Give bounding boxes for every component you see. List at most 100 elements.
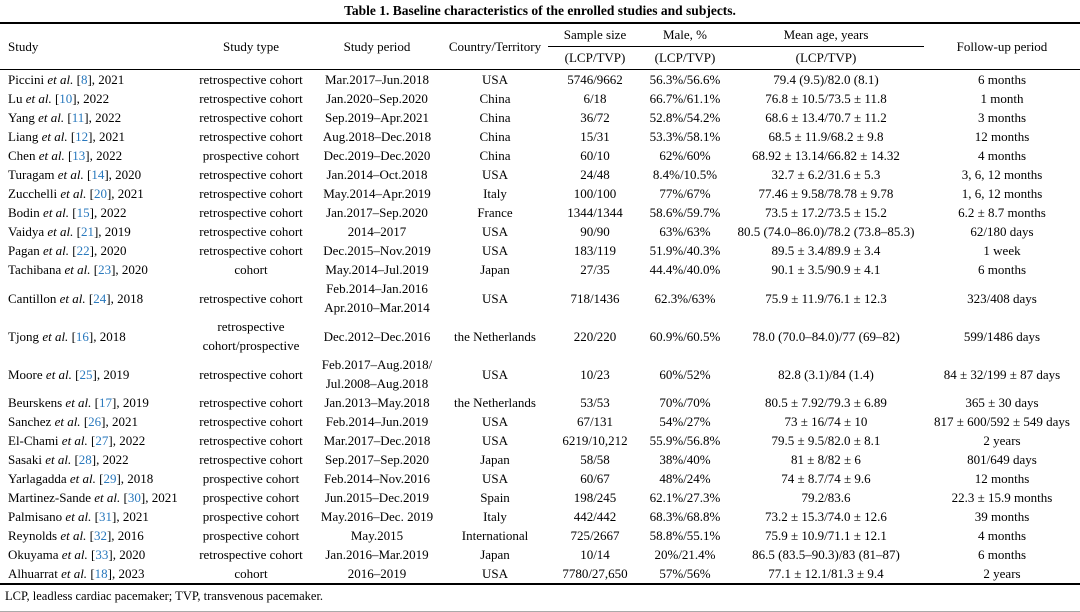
table-row: Zucchelli et al. [20], 2021 retrospective… — [0, 184, 1080, 203]
sample-size-cell: 725/2667 — [570, 528, 620, 543]
citation-ref[interactable]: 21 — [80, 224, 94, 239]
sample-size-cell: 5746/9662 — [567, 72, 623, 87]
mean-age-cell: 32.7 ± 6.2/31.6 ± 5.3 — [771, 167, 881, 182]
study-cell: Bodin et al. [15], 2022 — [8, 205, 127, 220]
study-cell: El-Chami et al. [27], 2022 — [8, 433, 146, 448]
citation-ref[interactable]: 14 — [91, 167, 105, 182]
study-period-cell: May.2014–Jul.2019 — [325, 262, 429, 277]
citation-ref[interactable]: 18 — [94, 566, 108, 581]
table-row: Okuyama et al. [33], 2020 retrospective c… — [0, 545, 1080, 564]
country-cell: China — [479, 148, 511, 163]
sample-size-cell: 1344/1344 — [567, 205, 623, 220]
citation-ref[interactable]: 30 — [127, 490, 141, 505]
table-title: Table 1. Baseline characteristics of the… — [344, 3, 736, 18]
study-cell: Chen et al. [13], 2022 — [8, 148, 123, 163]
country-cell: Italy — [483, 509, 507, 524]
table-header: Study Study type Study period Country/Te… — [0, 23, 1080, 70]
study-type-cell: retrospective cohort — [199, 414, 303, 429]
baseline-characteristics-table: Study Study type Study period Country/Te… — [0, 22, 1080, 585]
study-period-cell: May.2014–Apr.2019 — [323, 186, 431, 201]
col-header-study-period: Study period — [343, 38, 411, 54]
follow-up-cell: 1 week — [983, 243, 1021, 258]
study-cell: Beurskens et al. [17], 2019 — [8, 395, 149, 410]
study-period-cell: Jun.2015–Dec.2019 — [325, 490, 429, 505]
citation-ref[interactable]: 17 — [99, 395, 113, 410]
sample-size-cell: 220/220 — [573, 328, 617, 344]
citation-ref[interactable]: 31 — [99, 509, 113, 524]
citation-ref[interactable]: 24 — [93, 290, 107, 306]
study-cell: Yang et al. [11], 2022 — [8, 110, 122, 125]
sample-size-cell: 10/23 — [580, 366, 610, 382]
sample-size-cell: 6/18 — [583, 91, 607, 106]
study-period-cell: May.2015 — [350, 528, 404, 543]
citation-ref[interactable]: 23 — [98, 262, 112, 277]
table-footnote: LCP, leadless cardiac pacemaker; TVP, tr… — [5, 589, 324, 603]
citation-ref[interactable]: 28 — [78, 452, 92, 467]
citation-ref[interactable]: 20 — [93, 186, 107, 201]
study-period-cell: Sep.2017–Sep.2020 — [325, 452, 429, 467]
table-row: Tjong et al. [16], 2018 retrospective coho… — [0, 317, 1080, 355]
follow-up-cell: 12 months — [974, 471, 1030, 486]
table-row: Lu et al. [10], 2022 retrospective cohort… — [0, 89, 1080, 108]
male-pct-cell: 60%/52% — [659, 366, 711, 382]
study-period-cell: Mar.2017–Jun.2018 — [325, 72, 429, 87]
citation-ref[interactable]: 32 — [93, 528, 107, 543]
col-header-sample-size: Sample size — [548, 23, 642, 47]
male-pct-cell: 48%/24% — [659, 471, 711, 486]
study-type-cell: prospective cohort — [202, 490, 300, 505]
country-cell: USA — [481, 72, 508, 87]
citation-ref[interactable]: 11 — [71, 110, 85, 125]
country-cell: USA — [481, 414, 508, 429]
citation-ref[interactable]: 16 — [75, 328, 89, 344]
follow-up-cell: 323/408 days — [967, 290, 1037, 306]
citation-ref[interactable]: 26 — [88, 414, 102, 429]
sample-size-cell: 67/131 — [576, 414, 614, 429]
citation-ref[interactable]: 8 — [80, 72, 88, 87]
citation-ref[interactable]: 10 — [59, 91, 73, 106]
citation-ref[interactable]: 33 — [95, 547, 109, 562]
mean-age-cell: 90.1 ± 3.5/90.9 ± 4.1 — [771, 262, 881, 277]
col-header-country-territory: Country/Territory — [448, 38, 542, 54]
citation-ref[interactable]: 13 — [72, 148, 86, 163]
mean-age-cell: 68.5 ± 11.9/68.2 ± 9.8 — [768, 129, 884, 144]
study-period-cell: Dec.2015–Nov.2019 — [323, 243, 431, 258]
table-row: Moore et al. [25], 2019 retrospective coh… — [0, 355, 1080, 393]
mean-age-cell: 75.9 ± 10.9/71.1 ± 12.1 — [765, 528, 887, 543]
mean-age-cell: 82.8 (3.1)/84 (1.4) — [778, 366, 874, 382]
sample-size-cell: 183/119 — [573, 243, 617, 258]
table-row: Beurskens et al. [17], 2019 retrospective… — [0, 393, 1080, 412]
male-pct-cell: 52.8%/54.2% — [649, 110, 721, 125]
table-row: Martinez-Sande et al. [30], 2021 prospect… — [0, 488, 1080, 507]
citation-ref[interactable]: 25 — [79, 366, 93, 382]
follow-up-cell: 4 months — [977, 528, 1027, 543]
male-pct-cell: 66.7%/61.1% — [649, 91, 721, 106]
study-type-cell: retrospective cohort — [199, 129, 303, 144]
study-period-cell: Dec.2012–Dec.2016 — [323, 328, 431, 344]
follow-up-cell: 3 months — [977, 110, 1027, 125]
study-period-cell: Feb.2014–Jun.2019 — [325, 414, 429, 429]
citation-ref[interactable]: 29 — [103, 471, 117, 486]
male-pct-cell: 53.3%/58.1% — [649, 129, 721, 144]
header-row-1: Study Study type Study period Country/Te… — [0, 23, 1080, 54]
study-period-cell: Jan.2014–Oct.2018 — [326, 167, 428, 182]
mean-age-cell: 74 ± 8.7/74 ± 9.6 — [781, 471, 871, 486]
follow-up-cell: 39 months — [974, 509, 1030, 524]
country-cell: USA — [481, 167, 508, 182]
country-cell: Japan — [480, 547, 510, 562]
citation-ref[interactable]: 27 — [95, 433, 109, 448]
citation-ref[interactable]: 22 — [76, 243, 90, 258]
study-type-cell: retrospective cohort/prospective — [202, 319, 300, 353]
country-cell: China — [479, 110, 511, 125]
follow-up-cell: 1 month — [980, 91, 1024, 106]
study-type-cell: prospective cohort — [202, 509, 300, 524]
study-type-cell: retrospective cohort — [199, 243, 303, 258]
male-pct-cell: 56.3%/56.6% — [649, 72, 721, 87]
mean-age-cell: 76.8 ± 10.5/73.5 ± 11.8 — [765, 91, 887, 106]
male-pct-cell: 57%/56% — [659, 566, 711, 581]
male-pct-cell: 54%/27% — [659, 414, 711, 429]
citation-ref[interactable]: 12 — [75, 129, 89, 144]
country-cell: the Netherlands — [454, 395, 536, 410]
sample-size-cell: 442/442 — [573, 509, 617, 524]
citation-ref[interactable]: 15 — [76, 205, 90, 220]
follow-up-cell: 2 years — [983, 566, 1021, 581]
